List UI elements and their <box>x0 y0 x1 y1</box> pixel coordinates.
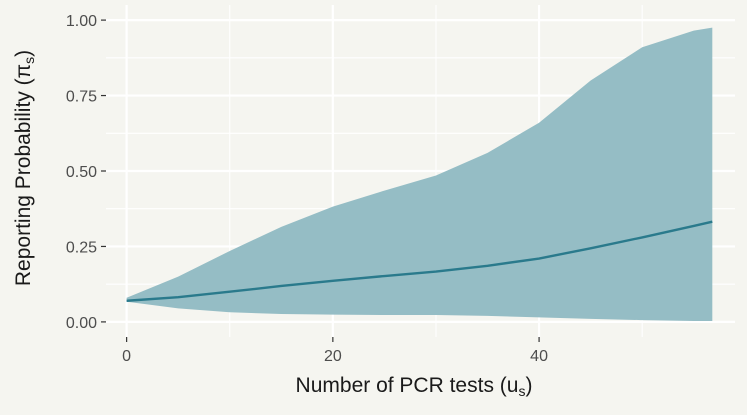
y-tick-label: 0.50 <box>66 164 97 181</box>
x-tick-label: 40 <box>530 348 548 365</box>
y-axis: 0.00 0.25 0.50 0.75 1.00 <box>66 13 106 332</box>
median-line <box>126 220 713 302</box>
x-axis: 0 20 40 <box>122 337 548 365</box>
x-axis-title-main: Number of PCR tests (u <box>296 374 519 397</box>
y-tick-label: 0.25 <box>66 239 97 256</box>
y-axis-title-sub: s <box>21 57 37 64</box>
x-axis-title-sub: s <box>518 383 525 399</box>
line-layer <box>126 220 713 302</box>
y-axis-title-close: ) <box>12 50 35 57</box>
y-axis-title-main: Reporting Probability (π <box>12 64 35 286</box>
x-tick-label: 20 <box>324 348 342 365</box>
x-axis-title-close: ) <box>525 374 532 397</box>
x-axis-title: Number of PCR tests (us) <box>296 374 533 399</box>
y-tick-label: 0.75 <box>66 89 97 106</box>
x-tick-label: 0 <box>122 348 131 365</box>
y-tick-label: 1.00 <box>66 13 97 30</box>
credible-interval-ribbon <box>126 27 713 321</box>
y-axis-title: Reporting Probability (πs) <box>12 50 37 286</box>
y-tick-label: 0.00 <box>66 315 97 332</box>
ribbon-layer <box>126 27 713 321</box>
